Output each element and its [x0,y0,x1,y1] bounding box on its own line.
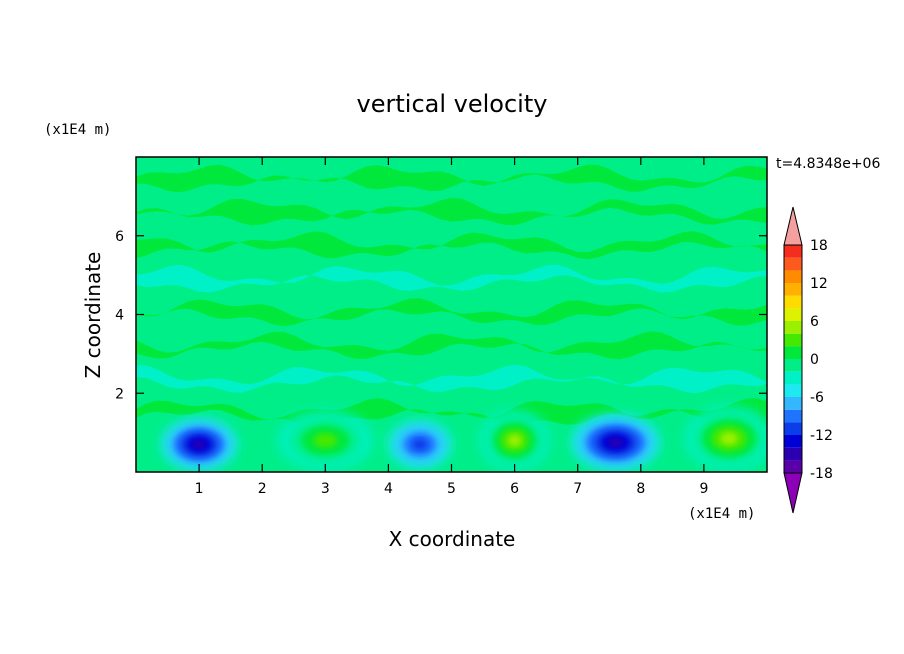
colorbar-swatch [784,447,802,461]
x-tick-label: 7 [573,481,582,497]
colorbar-label: 18 [810,238,828,254]
y-axis-ticks: 2 4 6 [115,229,767,402]
colorbar-swatch [784,333,802,347]
colorbar-swatch [784,384,802,397]
field-band [136,231,767,260]
convection-cells [161,407,767,471]
x-axis-label: X coordinate [389,527,516,551]
colorbar-low-arrow [783,472,803,514]
colorbar-swatch [784,359,802,372]
y-tick-label: 2 [115,386,124,402]
colorbar-swatch [784,422,802,435]
updraft-cell [479,411,550,470]
colorbar-swatch [784,371,802,385]
colorbar-high-arrow [783,206,803,246]
colorbar: 18 12 6 0 -6 -12 -18 [783,206,833,514]
colorbar-swatch [784,346,802,359]
field-band [136,164,767,193]
y-tick-label: 6 [115,229,124,245]
colorbar-label: 6 [810,314,819,330]
colorbar-swatch [784,409,802,423]
field-band [136,264,767,293]
colorbar-swatch [784,295,802,309]
y-axis-label: Z coordinate [81,252,105,379]
x-tick-label: 2 [258,481,267,497]
field-band [136,364,767,394]
colorbar-swatch [784,435,802,448]
updraft-cell [278,411,373,470]
colorbar-swatch [784,283,802,296]
colorbar-swatch [784,257,802,271]
chart-title: vertical velocity [357,90,548,118]
x-tick-label: 3 [321,481,330,497]
colorbar-frame [783,244,803,474]
colorbar-swatch [784,308,802,321]
cell-contour [192,440,206,449]
cell-contour [608,437,623,448]
colorbar-label: -18 [810,466,833,482]
updraft-cell [684,407,767,470]
colorbar-label: -12 [810,428,833,444]
colorbar-swatch [784,245,802,258]
time-label: t=4.8348e+06 [776,156,880,172]
downdraft-cell [388,420,452,468]
colorbar-swatch [784,460,802,473]
field-band [136,197,767,226]
x-tick-label: 1 [195,481,204,497]
field-band [136,331,767,360]
cell-contour [412,438,428,451]
x-tick-label: 9 [699,481,708,497]
colorbar-label: 0 [810,352,819,368]
x-unit-label: (x1E4 m) [688,506,755,522]
x-tick-label: 8 [636,481,645,497]
wavy-bands [136,164,767,427]
colorbar-swatch [784,270,802,283]
cell-contour [720,432,738,445]
colorbar-label: -6 [810,390,824,406]
colorbar-swatch [784,321,802,334]
colorbar-swatch [784,397,802,410]
colorbar-label: 12 [810,276,828,292]
plot-area [136,157,767,472]
field-band [136,298,767,327]
y-unit-label: (x1E4 m) [44,122,111,138]
cell-contour [507,434,522,447]
x-tick-label: 5 [447,481,456,497]
downdraft-cell [161,418,238,470]
x-tick-label: 4 [384,481,393,497]
downdraft-cell [571,414,660,471]
x-axis-ticks: 1 2 3 4 5 6 7 8 9 [195,157,708,497]
y-tick-label: 4 [115,308,124,324]
x-tick-label: 6 [510,481,519,497]
cell-contour [313,433,338,448]
